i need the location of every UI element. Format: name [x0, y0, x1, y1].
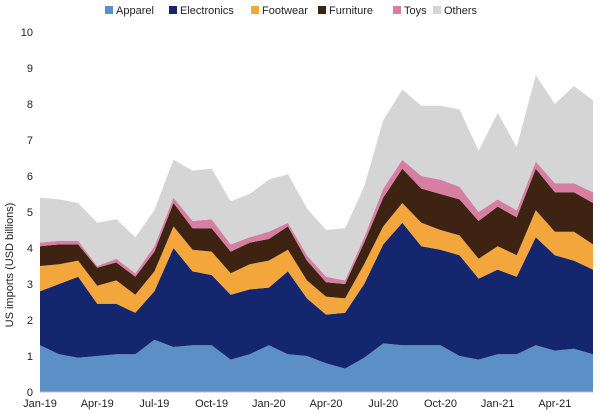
area-apparel — [40, 339, 593, 392]
y-axis-ticks: 0 1 2 3 4 5 6 7 8 9 10 — [21, 27, 33, 399]
legend-swatch-apparel — [105, 6, 113, 14]
y-tick-label: 2 — [27, 315, 33, 327]
legend-swatch-toys — [393, 6, 401, 14]
y-tick-label: 8 — [27, 99, 33, 111]
legend-swatch-others — [433, 6, 441, 14]
area-toys — [40, 159, 593, 284]
area-electronics — [40, 222, 593, 369]
x-tick-label: Jan-20 — [252, 398, 286, 410]
x-tick-label: Jul-20 — [368, 398, 398, 410]
y-tick-label: 10 — [21, 27, 33, 39]
y-tick-label: 3 — [27, 279, 33, 291]
legend-label-apparel: Apparel — [116, 5, 154, 17]
legend: Apparel Electronics Footwear Furniture Toys O… — [105, 5, 478, 17]
y-tick-label: 6 — [27, 171, 33, 183]
x-tick-label: Apr-19 — [81, 398, 114, 410]
legend-swatch-furniture — [318, 6, 326, 14]
x-tick-label: Oct-19 — [195, 398, 228, 410]
y-tick-label: 4 — [27, 243, 33, 255]
legend-label-footwear: Footwear — [262, 5, 308, 17]
y-tick-label: 0 — [27, 387, 33, 399]
legend-label-toys: Toys — [404, 5, 427, 17]
x-tick-label: Jul-19 — [139, 398, 169, 410]
legend-label-electronics: Electronics — [180, 5, 234, 17]
area-furniture — [40, 168, 593, 299]
x-axis: Jan-19 Apr-19 Jul-19 Oct-19 Jan-20 Apr-20 Jul-… — [23, 391, 593, 410]
legend-swatch-electronics — [169, 6, 177, 14]
legend-label-furniture: Furniture — [329, 5, 373, 17]
x-tick-label: Oct-20 — [424, 398, 457, 410]
y-tick-label: 1 — [27, 351, 33, 363]
legend-swatch-footwear — [251, 6, 259, 14]
area-series — [40, 75, 593, 392]
area-others — [40, 75, 593, 281]
area-footwear — [40, 203, 593, 315]
x-tick-label: Apr-20 — [310, 398, 343, 410]
x-tick-label: Jan-19 — [23, 398, 57, 410]
x-tick-label: Jan-21 — [481, 398, 515, 410]
legend-label-others: Others — [444, 5, 478, 17]
x-tick-label: Apr-21 — [538, 398, 571, 410]
y-tick-label: 5 — [27, 207, 33, 219]
y-tick-label: 7 — [27, 135, 33, 147]
y-axis-title: US imports (USD billions) — [4, 203, 16, 328]
y-tick-label: 9 — [27, 63, 33, 75]
